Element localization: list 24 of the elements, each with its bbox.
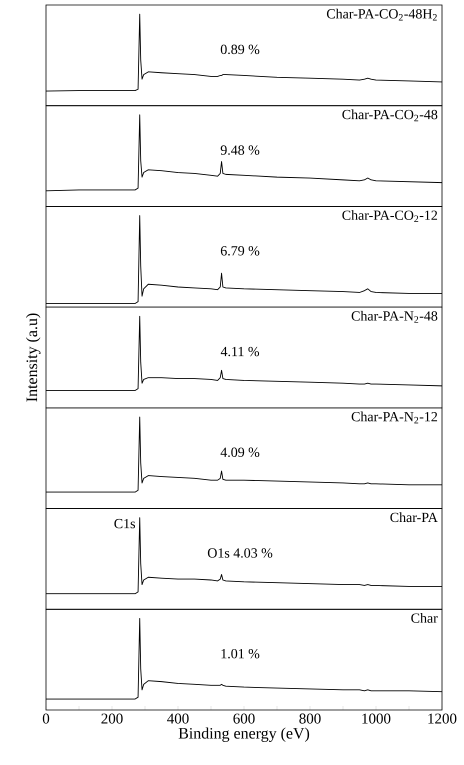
text: Char bbox=[411, 612, 438, 623]
x-tick-label: 1200 bbox=[428, 714, 456, 724]
x-axis-title: Binding energy (eV) bbox=[178, 727, 310, 742]
text: Char-PA-CO$_{2}$-48H$_{2}$ bbox=[326, 8, 437, 21]
annotation: 1.01 % bbox=[222, 648, 260, 658]
annotation: 0.89 % bbox=[220, 44, 260, 54]
text: Char-PA-N$_{2}$-48 bbox=[352, 310, 438, 323]
y-axis-title: Intensity (a.u) bbox=[26, 314, 40, 402]
annotation: C1s bbox=[114, 518, 136, 528]
x-tick-label: 200 bbox=[101, 714, 123, 724]
text: Char-PA-N$_{2}$-12 bbox=[352, 412, 438, 424]
annotation: 9.48 % bbox=[220, 145, 260, 155]
x-tick-label: 400 bbox=[167, 714, 189, 724]
annotation: 4.11 % bbox=[220, 346, 260, 356]
text: Char-PA-CO$_{2}$-48 bbox=[342, 109, 438, 122]
text: Char-PA-CO$_{2}$-12 bbox=[342, 210, 438, 222]
x-tick-label: 1000 bbox=[362, 714, 390, 724]
annotation: O1s 4.03 % bbox=[208, 548, 272, 558]
annotation: 4.09 % bbox=[220, 448, 260, 458]
x-tick-label: 600 bbox=[233, 714, 255, 724]
annotation: 6.79 % bbox=[220, 246, 260, 256]
x-tick-label: 800 bbox=[299, 714, 321, 724]
x-tick-label: 0 bbox=[42, 714, 50, 724]
text: Char-PA bbox=[390, 512, 438, 522]
